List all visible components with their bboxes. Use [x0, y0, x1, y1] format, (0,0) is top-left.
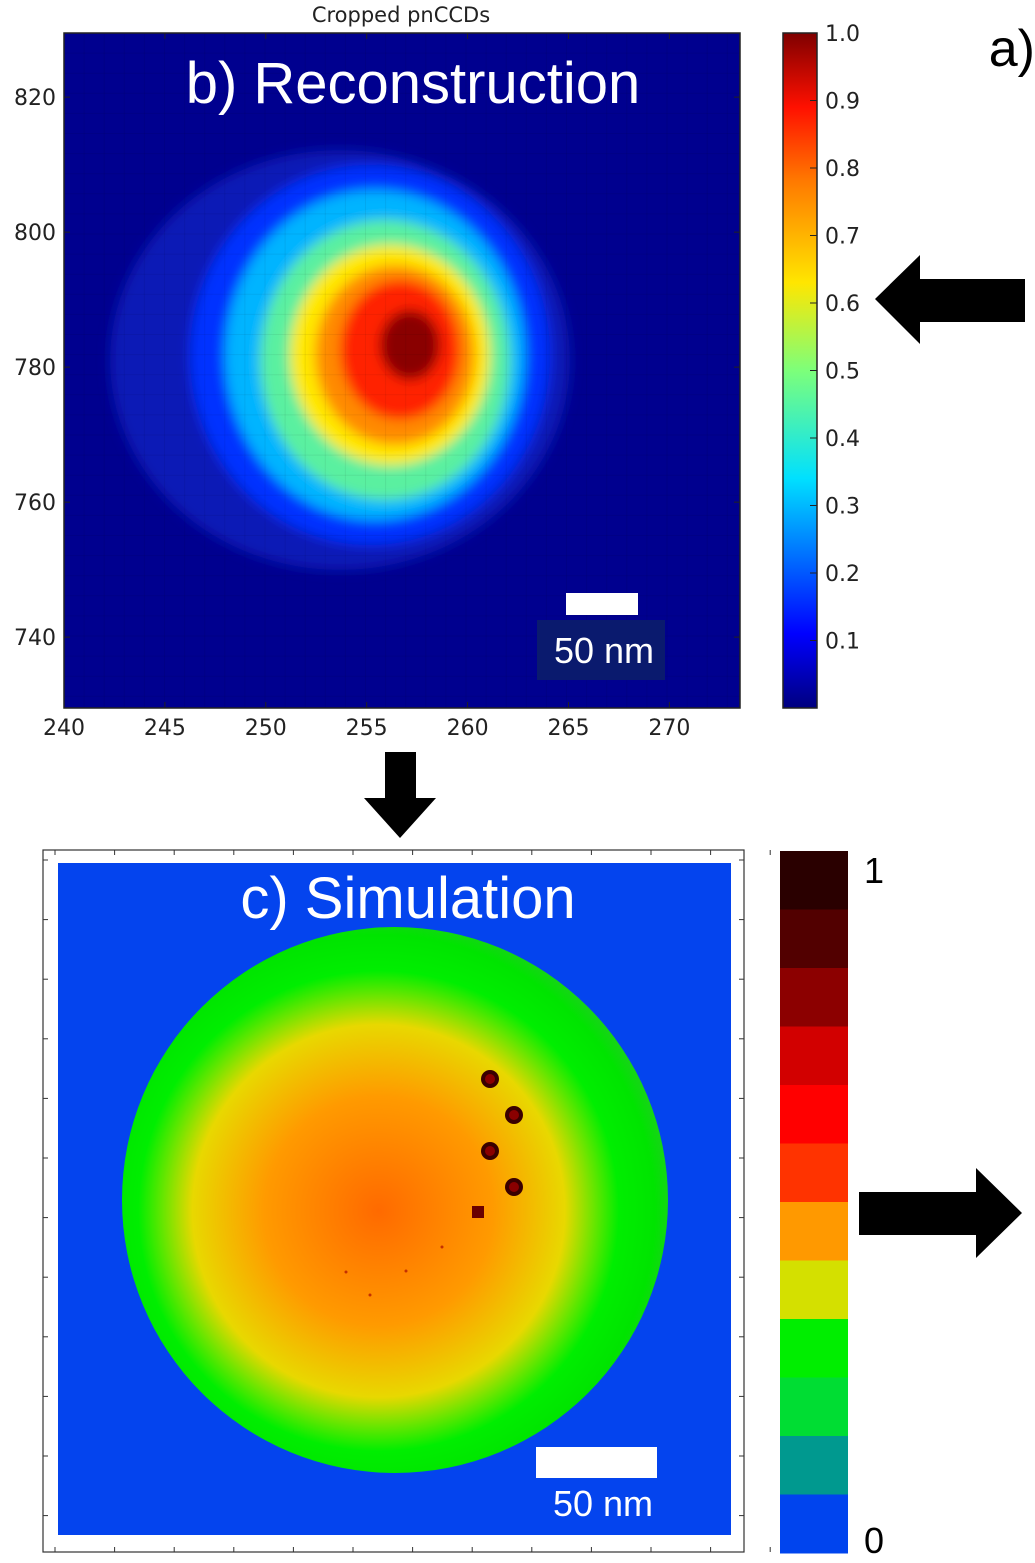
y-tick-label: 740	[14, 626, 56, 651]
pixel-grid	[64, 33, 740, 708]
x-tick-label: 255	[346, 716, 388, 741]
colorbar-band	[780, 1436, 848, 1495]
colorbar-band	[780, 1319, 848, 1378]
colorbar-tick-label: 0.4	[825, 427, 860, 452]
bottom-scale-bar	[536, 1447, 657, 1478]
top-scale-bar-box	[537, 620, 665, 680]
colorbar-tick-label: 0.8	[825, 157, 860, 182]
left-arrow-icon	[875, 255, 1025, 344]
top-scale-bar	[566, 593, 638, 615]
colorbar-tick-label: 0.7	[825, 225, 860, 250]
top-x-axis: 240 245 250 255 260 265 270	[43, 33, 690, 741]
colorbar-band	[780, 1143, 848, 1203]
top-scale-bar-label: 50 nm	[554, 630, 654, 671]
top-y-axis: 740 760 780 800 820	[14, 86, 740, 651]
simulation-label: c) Simulation	[240, 866, 575, 931]
x-tick-label: 245	[144, 716, 186, 741]
colorbar-band	[780, 1026, 848, 1086]
top-plot-title: Cropped pnCCDs	[312, 3, 490, 27]
bottom-colorbar-min: 0	[864, 1520, 884, 1561]
colorbar-tick-label: 0.9	[825, 90, 860, 115]
y-tick-label: 820	[14, 86, 56, 111]
top-colorbar-ticks: 1.0 0.9 0.8 0.7 0.6 0.5 0.4 0.3 0.2 0.1	[810, 22, 860, 655]
simulation-sphere	[122, 927, 668, 1473]
colorbar-tick-label: 0.2	[825, 562, 860, 587]
colorbar-tick-label: 1.0	[825, 22, 860, 47]
colorbar-band	[780, 909, 848, 969]
bottom-colorbar	[780, 851, 848, 1554]
right-arrow-icon	[859, 1168, 1022, 1258]
y-tick-label: 800	[14, 221, 56, 246]
x-tick-label: 270	[648, 716, 690, 741]
x-tick-label: 265	[547, 716, 589, 741]
reconstruction-label: b) Reconstruction	[186, 51, 641, 116]
colorbar-tick-label: 0.6	[825, 292, 860, 317]
colorbar-band	[780, 851, 848, 910]
y-tick-label: 780	[14, 356, 56, 381]
colorbar-band	[780, 1085, 848, 1144]
x-tick-label: 250	[245, 716, 287, 741]
reconstruction-heatmap	[64, 33, 740, 708]
bottom-scale-bar-label: 50 nm	[553, 1483, 653, 1524]
colorbar-band	[780, 1377, 848, 1437]
colorbar-tick-label: 0.1	[825, 630, 860, 655]
colorbar-tick-label: 0.3	[825, 495, 860, 520]
colorbar-band	[780, 968, 848, 1027]
colorbar-band	[780, 1494, 848, 1554]
y-tick-label: 760	[14, 491, 56, 516]
x-tick-label: 260	[447, 716, 489, 741]
bottom-colorbar-max: 1	[864, 850, 884, 891]
panel-a-label: a)	[989, 20, 1035, 78]
top-plot-frame	[63, 32, 741, 709]
colorbar-tick-label: 0.5	[825, 360, 860, 385]
colorbar-band	[780, 1260, 848, 1320]
simulation-inclusions	[344, 1070, 523, 1297]
x-tick-label: 240	[43, 716, 85, 741]
down-arrow-icon	[364, 752, 436, 838]
colorbar-band	[780, 1202, 848, 1261]
bottom-plot-ticks	[43, 850, 771, 1552]
